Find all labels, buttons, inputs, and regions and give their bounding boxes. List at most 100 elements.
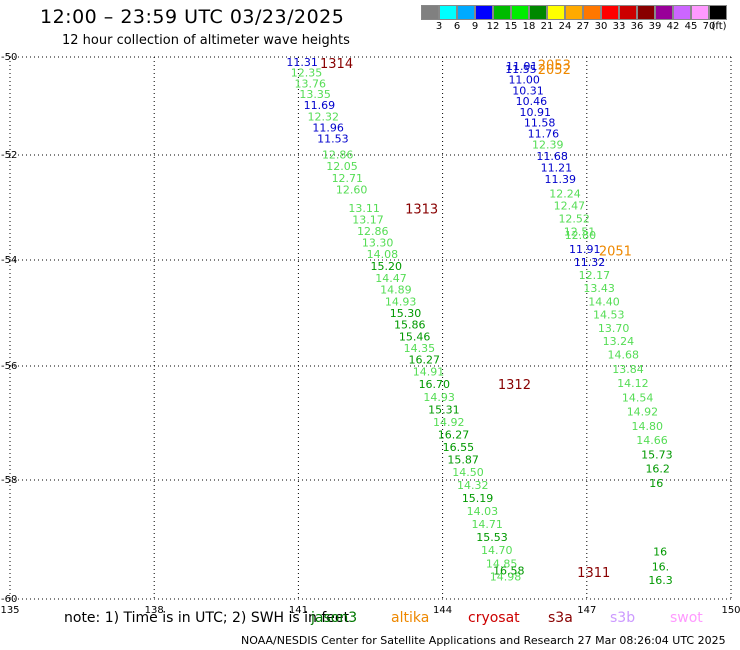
wave-height-value: 12.47 bbox=[554, 199, 586, 212]
legend-tick-label: 3 bbox=[435, 21, 443, 32]
wave-height-value: 13.11 bbox=[348, 202, 380, 215]
wave-height-value: 14.89 bbox=[380, 284, 412, 297]
track-pass-label: 1312 bbox=[498, 378, 531, 393]
wave-height-value: 15.53 bbox=[476, 531, 508, 544]
wave-height-value: 11.53 bbox=[317, 132, 349, 145]
wave-height-value: 11.91 bbox=[569, 243, 601, 256]
legend-swatch bbox=[619, 5, 637, 20]
wave-height-value: 14.32 bbox=[457, 479, 489, 492]
wave-height-value: 15.46 bbox=[399, 330, 431, 343]
wave-height-value: 12.32 bbox=[308, 110, 340, 123]
wave-height-value: 14.91 bbox=[413, 366, 445, 379]
wave-height-value: 14.50 bbox=[452, 466, 484, 479]
wave-height-value: 11.69 bbox=[304, 99, 336, 112]
legend-swatch bbox=[691, 5, 709, 20]
wave-height-value: 13.30 bbox=[362, 237, 394, 250]
legend-swatch bbox=[457, 5, 475, 20]
wave-height-value: 14.92 bbox=[627, 406, 659, 419]
wave-height-value: 12.05 bbox=[326, 160, 358, 173]
wave-height-value: 12.35 bbox=[291, 67, 323, 80]
wave-height-value: 15.20 bbox=[371, 260, 403, 273]
wave-height-value: 14.08 bbox=[367, 248, 399, 261]
wave-height-value: 11.91 bbox=[506, 60, 537, 73]
wave-height-value: 14.70 bbox=[481, 544, 513, 557]
legend-tick-label: 36 bbox=[630, 21, 644, 32]
wave-height-value: 14.03 bbox=[467, 505, 499, 518]
credit-line: NOAA/NESDIS Center for Satellite Applica… bbox=[241, 634, 726, 647]
lon-label: 138 bbox=[145, 605, 164, 616]
wave-height-value: 12.24 bbox=[549, 187, 581, 200]
wave-height-value: 14.40 bbox=[588, 295, 620, 308]
wave-height-value: 15.87 bbox=[447, 453, 479, 466]
wave-height-value: 14.54 bbox=[622, 391, 654, 404]
wave-height-value: 13.24 bbox=[603, 335, 635, 348]
wave-height-value: 14.47 bbox=[375, 272, 407, 285]
lat-label: -56 bbox=[1, 361, 17, 372]
lat-label: -58 bbox=[1, 475, 17, 486]
legend-tick-label: 18 bbox=[522, 21, 536, 32]
wave-height-value: 16.58 bbox=[493, 564, 525, 577]
wave-height-value: 14.93 bbox=[385, 295, 417, 308]
lon-label: 135 bbox=[0, 605, 19, 616]
mission-label: jason3 bbox=[311, 610, 358, 626]
track-pass-label: 1313 bbox=[405, 203, 438, 218]
legend-swatch bbox=[565, 5, 583, 20]
legend-swatch bbox=[511, 5, 529, 20]
wave-height-value: 16.27 bbox=[408, 354, 440, 367]
legend-swatch bbox=[637, 5, 655, 20]
legend-unit: (ft) bbox=[711, 21, 727, 32]
legend-swatch bbox=[529, 5, 547, 20]
wave-height-value: 10.91 bbox=[520, 106, 552, 119]
lon-label: 147 bbox=[577, 605, 596, 616]
wave-height-value: 11.76 bbox=[528, 127, 560, 140]
mission-label: swot bbox=[670, 610, 703, 626]
legend-swatch bbox=[709, 5, 727, 20]
wave-height-value: 12.60 bbox=[336, 184, 368, 197]
wave-height-value: 10.46 bbox=[516, 95, 548, 108]
mission-label: altika bbox=[391, 610, 430, 626]
track-pass-label: 2051 bbox=[599, 245, 632, 260]
wave-height-value: 14.85 bbox=[486, 557, 518, 570]
mission-label: cryosat bbox=[468, 610, 520, 626]
lat-label: -50 bbox=[1, 52, 17, 63]
legend-tick-label: 6 bbox=[453, 21, 461, 32]
legend-tick-label: 12 bbox=[486, 21, 500, 32]
mission-label: s3b bbox=[610, 610, 636, 626]
wave-height-value: 11.21 bbox=[541, 162, 573, 175]
legend-tick-label: 27 bbox=[576, 21, 590, 32]
legend-swatch bbox=[475, 5, 493, 20]
page-subtitle: 12 hour collection of altimeter wave hei… bbox=[62, 33, 350, 48]
wave-height-value: 13.70 bbox=[598, 322, 630, 335]
legend-tick-label: 42 bbox=[666, 21, 680, 32]
wave-height-value: 13.76 bbox=[295, 77, 327, 90]
legend-swatch bbox=[673, 5, 691, 20]
legend-swatch bbox=[655, 5, 673, 20]
legend-tick-label: 39 bbox=[648, 21, 662, 32]
wave-height-value: 14.71 bbox=[471, 518, 503, 531]
lon-label: 150 bbox=[721, 605, 740, 616]
track-pass-label: 1311 bbox=[577, 566, 610, 581]
wave-height-value: 14.66 bbox=[636, 434, 668, 447]
legend-swatch bbox=[493, 5, 511, 20]
wave-height-value: 16.3 bbox=[648, 574, 673, 587]
wave-height-value: 12.86 bbox=[357, 225, 389, 238]
wave-height-value: 14.53 bbox=[593, 309, 625, 322]
wave-height-value: 14.93 bbox=[423, 391, 455, 404]
wave-height-value: 13.17 bbox=[352, 214, 384, 227]
color-legend bbox=[421, 5, 727, 20]
legend-tick-label: 24 bbox=[558, 21, 572, 32]
lat-label: -54 bbox=[1, 255, 17, 266]
wave-height-value: 13.84 bbox=[612, 363, 644, 376]
track-pass-label: 1314 bbox=[320, 57, 353, 72]
wave-height-value: 12.52 bbox=[558, 213, 590, 226]
wave-height-value: 15.19 bbox=[462, 492, 494, 505]
legend-tick-label: 33 bbox=[612, 21, 626, 32]
wave-height-value: 13.43 bbox=[583, 282, 615, 295]
note-text: note: 1) Time is in UTC; 2) SWH is in fe… bbox=[64, 610, 350, 626]
wave-height-value: 11.00 bbox=[508, 74, 539, 87]
wave-height-value: 16.2 bbox=[645, 463, 670, 476]
wave-height-value: 14.35 bbox=[404, 342, 436, 355]
wave-height-value: 15.31 bbox=[428, 403, 460, 416]
wave-height-value: 12.39 bbox=[532, 139, 564, 152]
